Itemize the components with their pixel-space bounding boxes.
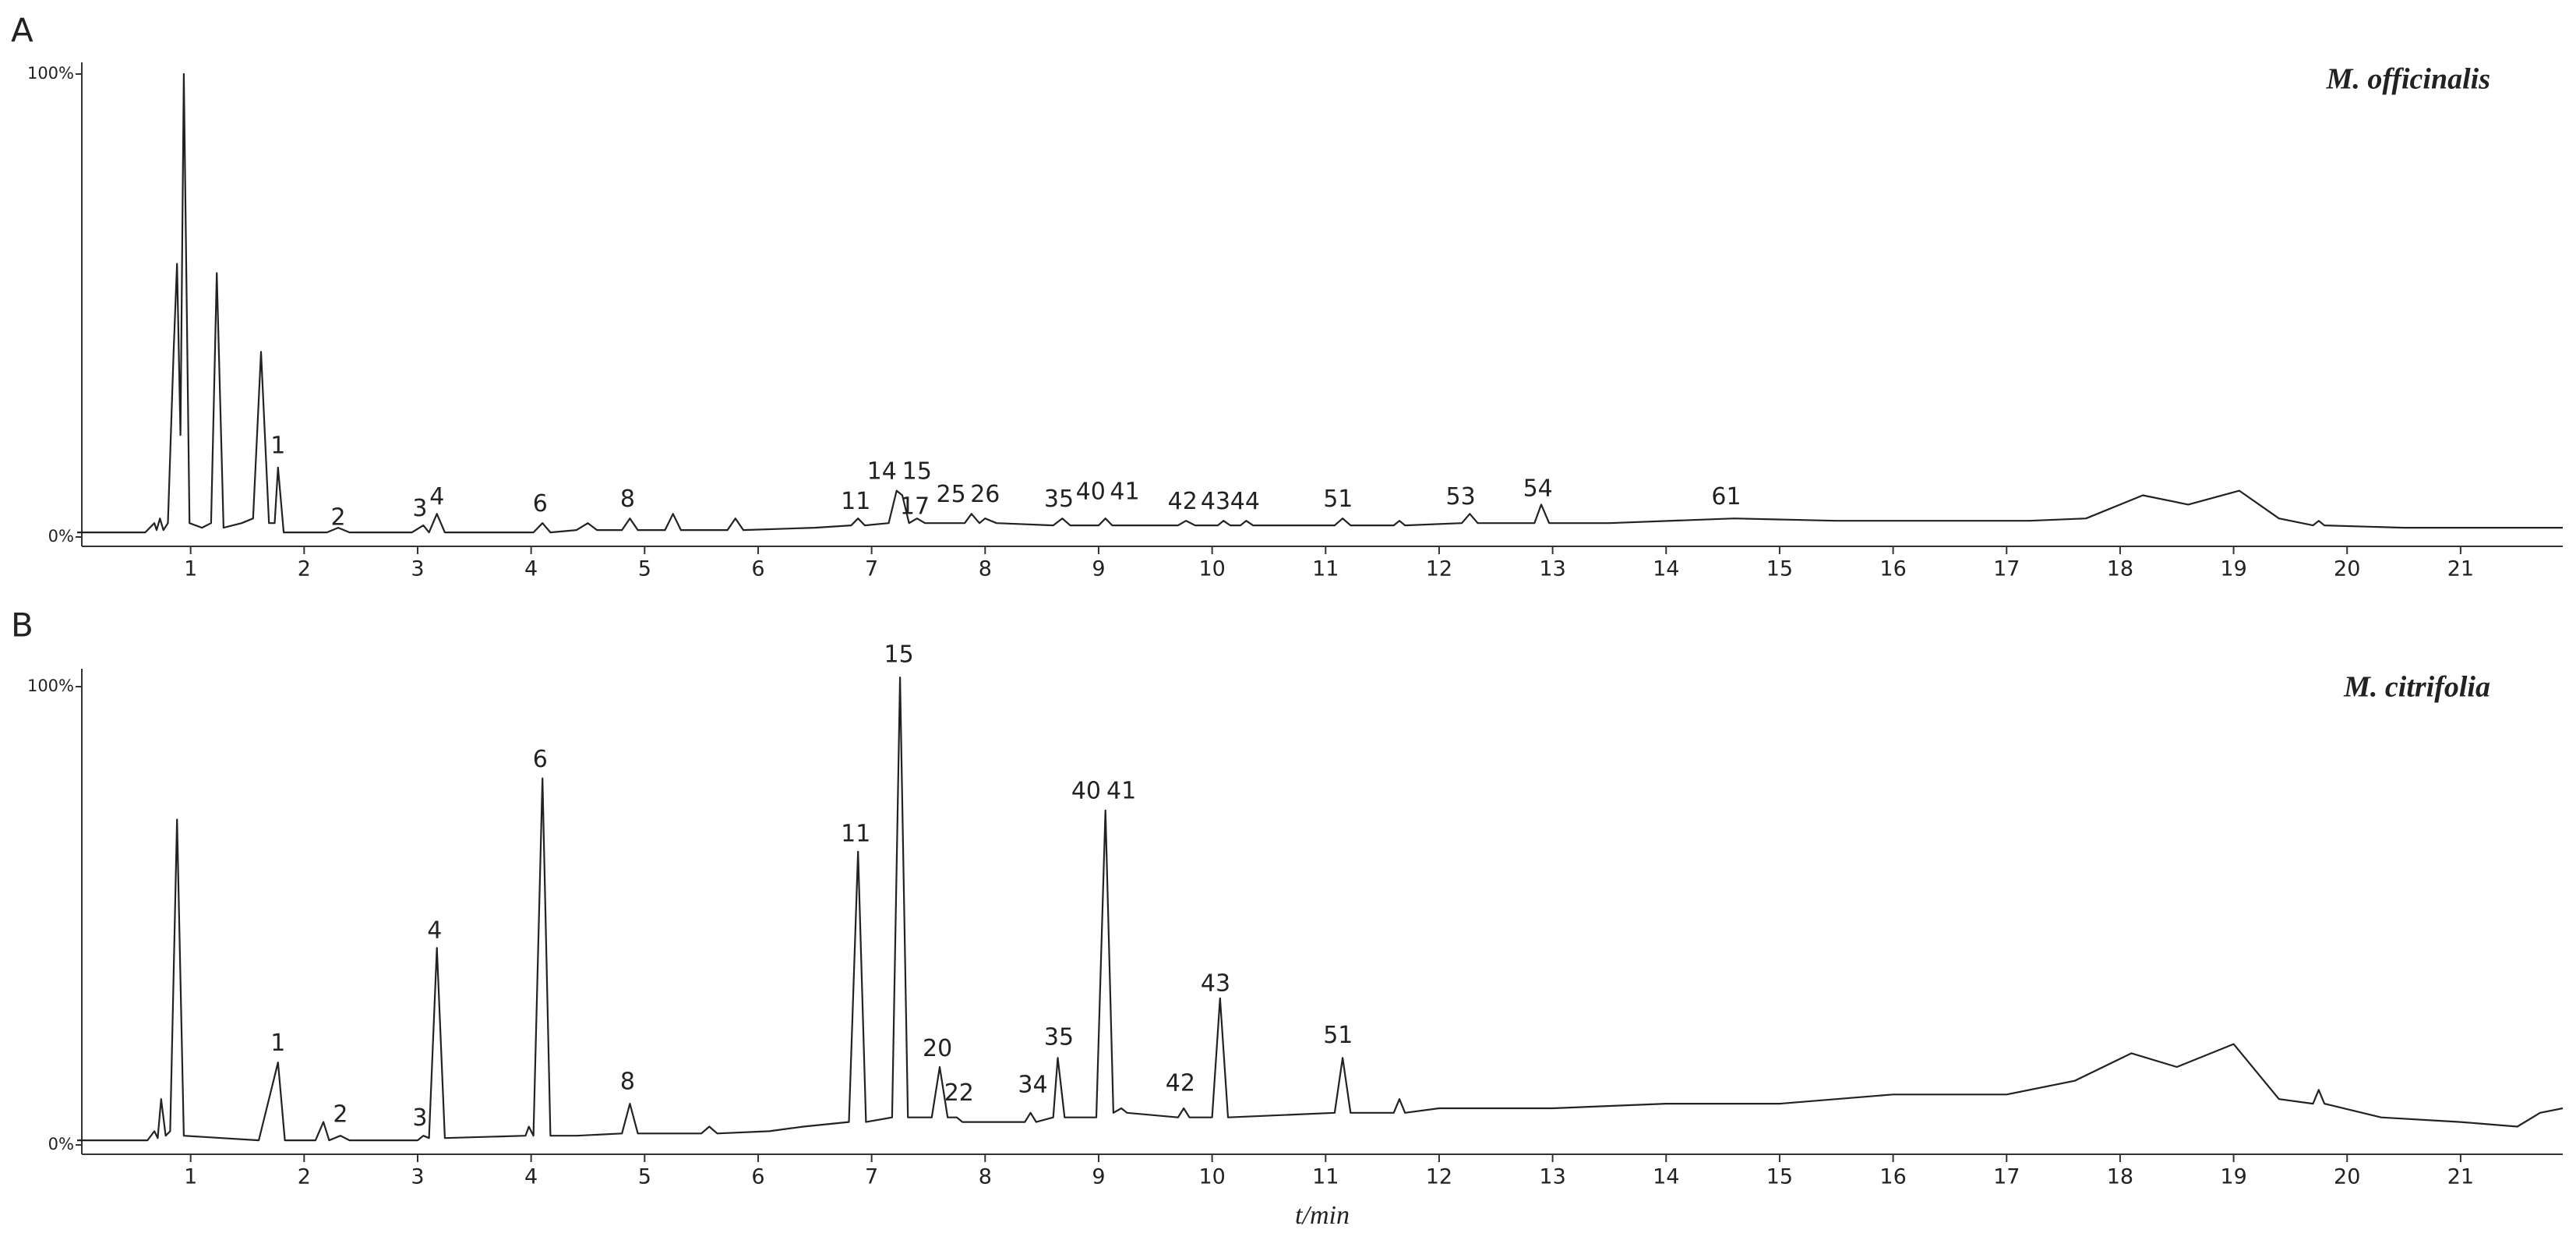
peak-label: 2 xyxy=(330,504,345,532)
x-tick-label: 2 xyxy=(298,557,311,581)
peak-label: 35 xyxy=(1044,1023,1074,1051)
x-tick-label: 19 xyxy=(2220,1165,2246,1189)
peak-label: 41 xyxy=(1106,778,1136,805)
peak-label: 43 xyxy=(1201,970,1230,998)
x-tick-label: 3 xyxy=(411,557,424,581)
x-axis-title: t/min xyxy=(1295,1201,1350,1230)
peak-label: 40 xyxy=(1076,478,1106,505)
x-tick-label: 20 xyxy=(2334,1165,2360,1189)
sample-name: M. officinalis xyxy=(2326,63,2490,96)
peak-label: 14 xyxy=(867,457,897,485)
x-tick-label: 1 xyxy=(184,1165,197,1189)
peak-label: 6 xyxy=(533,746,548,773)
x-tick-label: 1 xyxy=(184,557,197,581)
x-tick-label: 12 xyxy=(1426,557,1452,581)
peak-label: 53 xyxy=(1446,483,1476,510)
peak-label: 2 xyxy=(333,1100,348,1128)
peak-label: 1 xyxy=(270,433,285,460)
x-tick-label: 2 xyxy=(298,1165,311,1189)
x-tick-label: 10 xyxy=(1198,557,1225,581)
x-tick-label: 18 xyxy=(2107,557,2133,581)
peak-label: 61 xyxy=(1711,483,1741,510)
x-tick-label: 15 xyxy=(1766,1165,1793,1189)
peak-label: 44 xyxy=(1230,488,1260,515)
x-tick-label: 14 xyxy=(1653,557,1679,581)
x-tick-label: 4 xyxy=(524,1165,538,1189)
x-tick-label: 6 xyxy=(751,1165,764,1189)
peak-label: 51 xyxy=(1323,486,1353,513)
chromatogram-trace xyxy=(77,72,2563,534)
x-tick-label: 12 xyxy=(1426,1165,1452,1189)
x-tick-label: 11 xyxy=(1312,557,1339,581)
x-tick-label: 9 xyxy=(1092,557,1105,581)
chromatogram-trace xyxy=(77,677,2564,1142)
x-tick-label: 8 xyxy=(979,1165,992,1189)
y-tick-label: 0% xyxy=(48,1135,74,1153)
panel-label: B xyxy=(11,606,34,645)
panel-label: A xyxy=(11,12,34,50)
peak-label: 15 xyxy=(884,641,913,669)
peak-label: 17 xyxy=(900,493,930,520)
y-tick-label: 100% xyxy=(27,677,74,695)
peak-label: 20 xyxy=(923,1035,952,1062)
peak-label: 3 xyxy=(412,495,427,522)
x-tick-label: 13 xyxy=(1539,1165,1565,1189)
peak-label: 6 xyxy=(533,490,548,518)
peak-label: 43 xyxy=(1201,488,1230,515)
peak-label: 34 xyxy=(1018,1072,1047,1099)
peak-label: 22 xyxy=(944,1079,974,1107)
x-tick-label: 4 xyxy=(524,557,538,581)
x-tick-label: 18 xyxy=(2107,1165,2133,1189)
y-tick-label: 100% xyxy=(27,64,74,83)
x-tick-label: 7 xyxy=(865,557,878,581)
peak-label: 3 xyxy=(412,1104,427,1132)
peak-label: 11 xyxy=(841,820,870,847)
peak-label: 54 xyxy=(1523,475,1553,502)
x-tick-label: 11 xyxy=(1312,1165,1339,1189)
x-tick-label: 6 xyxy=(751,557,764,581)
peak-label: 51 xyxy=(1323,1022,1353,1049)
peak-label: 41 xyxy=(1110,478,1139,505)
x-tick-label: 17 xyxy=(1993,557,2020,581)
peak-label: 42 xyxy=(1166,1069,1195,1097)
x-tick-label: 8 xyxy=(979,557,992,581)
x-tick-label: 21 xyxy=(2447,557,2474,581)
x-tick-label: 3 xyxy=(411,1165,424,1189)
x-tick-label: 20 xyxy=(2334,557,2360,581)
x-tick-label: 5 xyxy=(638,557,651,581)
x-tick-label: 17 xyxy=(1993,1165,2020,1189)
peak-label: 8 xyxy=(620,1069,635,1096)
x-tick-label: 9 xyxy=(1092,1165,1105,1189)
peak-label: 4 xyxy=(429,483,444,510)
peak-label: 4 xyxy=(427,917,442,944)
peak-label: 1 xyxy=(270,1030,285,1057)
peak-label: 26 xyxy=(970,481,1000,508)
peak-label: 15 xyxy=(902,457,932,485)
x-tick-label: 14 xyxy=(1653,1165,1679,1189)
x-tick-label: 5 xyxy=(638,1165,651,1189)
peak-label: 8 xyxy=(620,486,635,513)
peak-label: 42 xyxy=(1168,488,1198,515)
sample-name: M. citrifolia xyxy=(2343,671,2490,704)
x-tick-label: 13 xyxy=(1539,557,1565,581)
peak-label: 11 xyxy=(841,488,870,515)
x-tick-label: 16 xyxy=(1879,1165,1906,1189)
peak-label: 40 xyxy=(1071,778,1101,805)
x-tick-label: 15 xyxy=(1766,557,1793,581)
x-tick-label: 16 xyxy=(1879,557,1906,581)
y-tick-label: 0% xyxy=(48,527,74,546)
x-tick-label: 10 xyxy=(1198,1165,1225,1189)
peak-label: 25 xyxy=(937,481,966,508)
peak-label: 35 xyxy=(1044,486,1074,513)
x-tick-label: 7 xyxy=(865,1165,878,1189)
x-tick-label: 19 xyxy=(2220,557,2246,581)
x-tick-label: 21 xyxy=(2447,1165,2474,1189)
